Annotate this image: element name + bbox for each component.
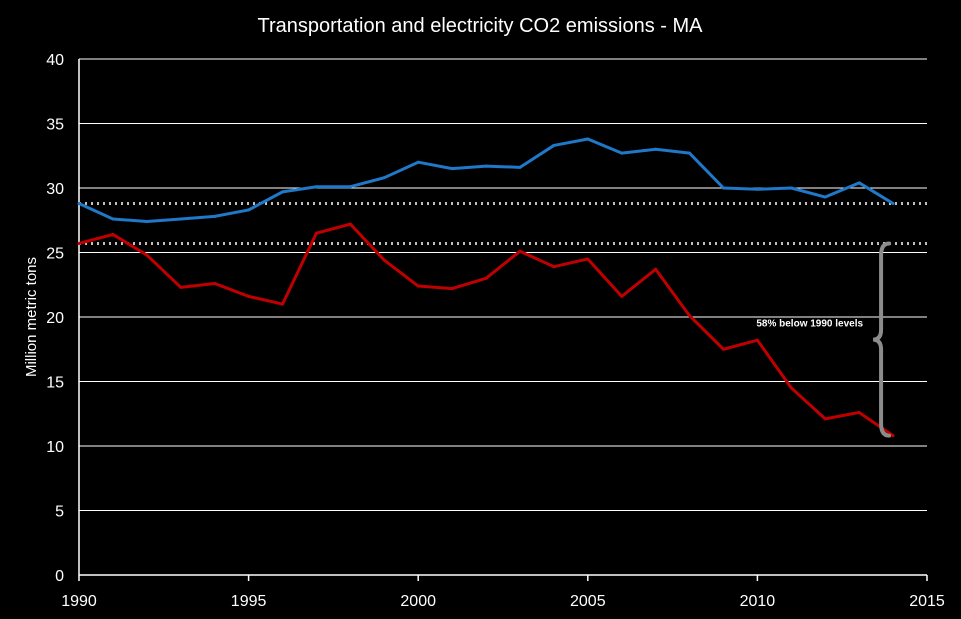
data-point [857,181,861,185]
y-axis-label: Million metric tons [23,257,40,377]
data-point [857,410,861,414]
data-point [179,217,183,221]
y-tick-label: 15 [46,375,64,392]
data-point [314,231,318,235]
data-point [823,417,827,421]
data-point [77,241,81,245]
reference-lines [79,201,927,245]
data-point [620,294,624,298]
data-point [654,267,658,271]
data-point [348,222,352,226]
data-point [586,257,590,261]
data-point [891,201,895,205]
y-tick-label: 0 [55,568,64,585]
annotation-brace [872,241,892,438]
data-point [281,302,285,306]
x-tick-label: 2000 [400,593,436,610]
data-point [450,287,454,291]
data-point [247,294,251,298]
annotation-label: 58% below 1990 levels [756,319,863,330]
data-point [145,220,149,224]
data-point [416,284,420,288]
x-tick-label: 2015 [909,593,945,610]
annotation: 58% below 1990 levels [756,241,892,438]
gridlines [79,58,927,511]
data-point [518,165,522,169]
data-point [755,187,759,191]
data-point [382,176,386,180]
data-point [348,185,352,189]
data-point [77,201,81,205]
data-point [213,214,217,218]
data-point [721,186,725,190]
data-point [484,276,488,280]
data-point [281,190,285,194]
x-tick-label: 2010 [740,593,776,610]
data-point [721,347,725,351]
y-tick-label: 40 [46,52,64,69]
data-point [789,386,793,390]
data-point [179,285,183,289]
data-point [111,217,115,221]
data-point [314,185,318,189]
series-lines [77,137,895,438]
data-point [891,434,895,438]
data-point [688,314,692,318]
x-tick-label: 1990 [61,593,97,610]
data-point [620,151,624,155]
series-line-2 [78,222,894,437]
data-point [382,258,386,262]
data-point [111,232,115,236]
axes: 0 5 10 15 20 25 30 35 40 1990 1995 2000 2005 2010 2015 [46,52,945,610]
y-tick-label: 5 [55,504,64,521]
data-point [654,147,658,151]
y-tick-label: 30 [46,181,64,198]
data-point [823,195,827,199]
data-point [484,164,488,168]
data-point [213,281,217,285]
y-tick-label: 25 [46,246,64,263]
data-point [552,143,556,147]
data-point [755,338,759,342]
data-point [789,186,793,190]
x-tick-label: 2005 [570,593,606,610]
chart-title: Transportation and electricity CO2 emiss… [258,15,704,37]
y-tick-label: 35 [46,117,64,134]
data-point [552,265,556,269]
data-point [450,167,454,171]
data-point [518,249,522,253]
x-tick-label: 1995 [231,593,267,610]
y-tick-label: 20 [46,310,64,327]
data-point [247,208,251,212]
data-point [688,151,692,155]
y-tick-label: 10 [46,439,64,456]
data-point [416,160,420,164]
series-line-1 [78,137,894,224]
data-point [586,137,590,141]
data-point [145,253,149,257]
